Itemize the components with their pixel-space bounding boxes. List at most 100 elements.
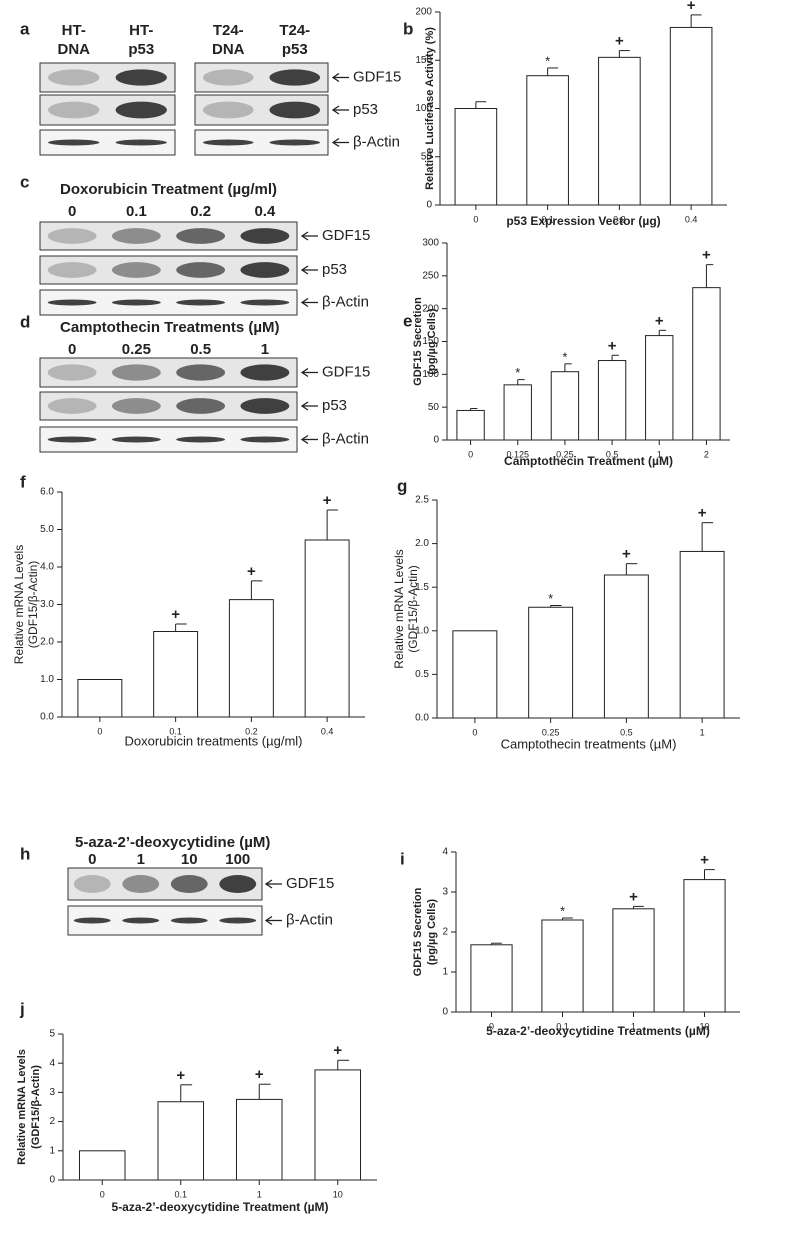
panel-label: d [20, 312, 30, 331]
x-tick-label: 1 [257, 1189, 262, 1199]
bar [503, 384, 532, 441]
lane-label: 100 [225, 851, 250, 868]
significance-marker: + [171, 606, 180, 623]
lane-label: 0.2 [190, 203, 211, 220]
x-tick-label: 0.25 [556, 449, 574, 459]
bar [541, 919, 584, 1013]
x-tick-label: 0 [473, 214, 478, 224]
significance-marker: + [176, 1067, 185, 1084]
lane-label: p53 [128, 41, 154, 58]
arrow-head [300, 231, 309, 241]
significance-marker: + [323, 492, 332, 509]
y-tick-label: 0.5 [415, 669, 429, 680]
y-tick-label: 1.5 [415, 582, 429, 593]
blot-band [111, 398, 161, 414]
row-label: p53 [322, 261, 347, 278]
blot-band [176, 364, 226, 381]
bar [228, 599, 274, 718]
panel-label: c [20, 172, 29, 191]
row-label: β-Actin [353, 133, 400, 150]
x-tick-label: 1 [631, 1021, 636, 1031]
x-tick-label: 1 [700, 727, 705, 737]
y-axis-label: Relative Luciferase Activity (%) [424, 27, 436, 190]
significance-marker: + [655, 312, 664, 329]
panel-label: f [20, 472, 26, 491]
lane-label: 0.25 [122, 341, 151, 358]
y-tick-label: 50 [428, 402, 440, 413]
blot-band [176, 228, 226, 244]
blot-title: Camptothecin Treatments (µM) [60, 319, 280, 336]
panel-label: g [397, 476, 407, 495]
x-tick-label: 10 [699, 1021, 709, 1031]
significance-marker: + [247, 563, 256, 580]
y-tick-label: 4 [442, 847, 448, 858]
lane-label: HT- [129, 22, 153, 39]
significance-marker: + [700, 852, 709, 869]
blot-band [202, 69, 254, 86]
arrow-head [300, 265, 309, 275]
x-axis-label: 5-aza-2’-deoxycytidine Treatment (µM) [112, 1200, 329, 1214]
bar [550, 371, 580, 441]
y-tick-label: 4 [49, 1058, 55, 1069]
bar [454, 108, 498, 206]
y-axis-label: (GDF15/β-Actin) [30, 1065, 42, 1149]
row-label: GDF15 [286, 875, 334, 892]
row-label: β-Actin [322, 430, 369, 447]
significance-marker: + [615, 33, 624, 50]
x-tick-label: 0.4 [685, 214, 698, 224]
lane-label: 10 [181, 851, 198, 868]
arrow-head [300, 401, 309, 411]
arrow-head [300, 367, 309, 378]
blot-band [269, 101, 321, 119]
blot-band [176, 262, 226, 278]
blot-band [115, 101, 167, 119]
y-axis-label: (pg/µg Cells) [426, 308, 438, 375]
row-label: β-Actin [322, 293, 369, 310]
x-tick-label: 0.2 [245, 726, 258, 736]
blot-band [73, 917, 111, 924]
row-label: GDF15 [353, 68, 401, 85]
y-tick-label: 150 [422, 336, 439, 347]
y-tick-label: 1.0 [415, 625, 429, 636]
y-tick-label: 1 [49, 1145, 55, 1156]
y-tick-label: 2.0 [40, 637, 54, 648]
bar [526, 75, 569, 206]
blot-band [48, 139, 100, 146]
lane-label: 1 [137, 851, 145, 868]
blot-band [176, 398, 226, 414]
y-tick-label: 2.0 [415, 538, 429, 549]
blot-band [240, 398, 290, 414]
x-tick-label: 0.4 [321, 726, 334, 736]
blot-band [269, 69, 321, 86]
blot-title: 5-aza-2’-deoxycytidine (µM) [75, 834, 270, 851]
arrow-head [264, 915, 273, 926]
arrow-head [300, 434, 309, 445]
lane-label: 0 [68, 203, 76, 220]
blot-band [240, 436, 290, 443]
bar [314, 1069, 362, 1181]
x-tick-label: 0 [100, 1189, 105, 1199]
lane-label: DNA [58, 41, 91, 58]
blot-band [170, 875, 208, 893]
x-tick-label: 0.25 [542, 727, 560, 737]
bar [452, 630, 498, 719]
panel-label: j [19, 999, 25, 1018]
bar [597, 360, 627, 441]
y-tick-label: 3.0 [40, 599, 54, 610]
bar [153, 631, 199, 718]
panel-label: e [403, 311, 412, 330]
lane-label: 0.5 [190, 341, 211, 358]
blot-band [48, 69, 100, 86]
blot-band [48, 101, 100, 119]
y-tick-label: 200 [415, 7, 432, 18]
x-axis-label: Camptothecin treatments (µM) [501, 736, 677, 751]
x-tick-label: 2 [704, 449, 709, 459]
x-tick-label: 0.1 [174, 1189, 187, 1199]
significance-marker: + [333, 1042, 342, 1059]
y-tick-label: 6.0 [40, 487, 54, 498]
row-label: β-Actin [286, 911, 333, 928]
y-tick-label: 3 [442, 887, 448, 898]
significance-marker: + [622, 546, 631, 563]
